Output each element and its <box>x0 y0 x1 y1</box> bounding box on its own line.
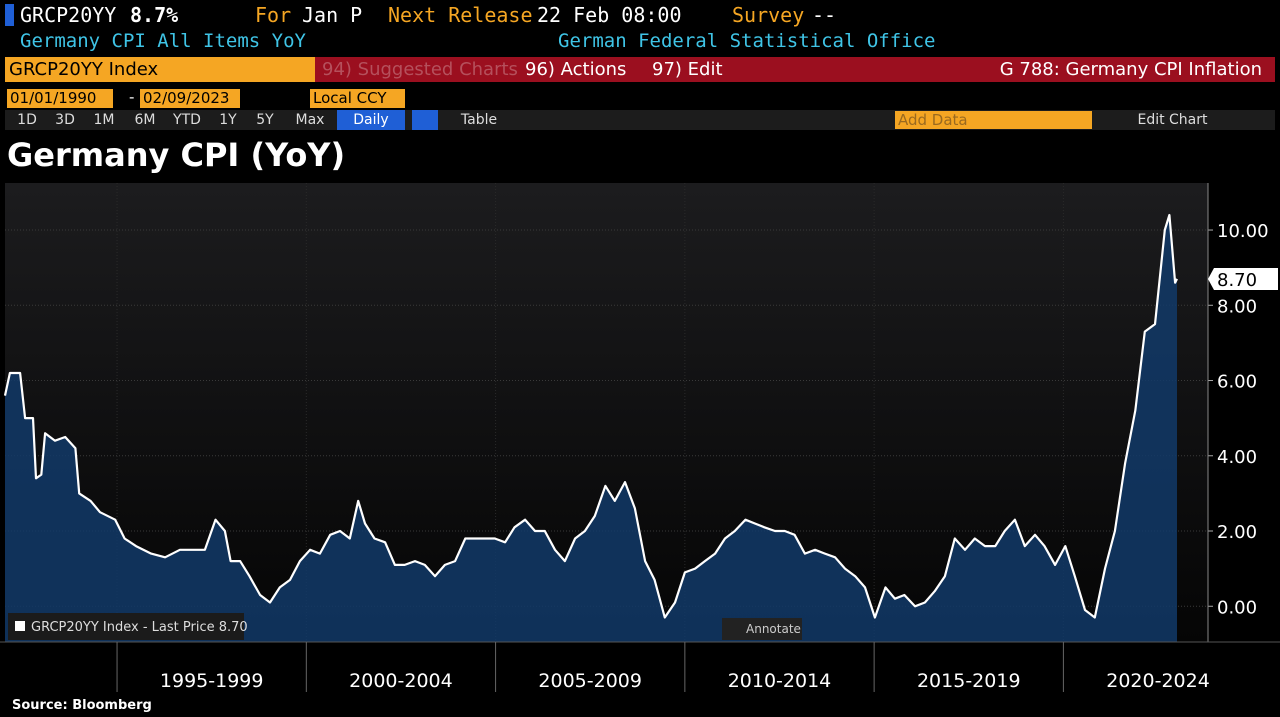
annotate-button[interactable] <box>722 618 802 640</box>
ticker: GRCP20YY <box>20 3 117 27</box>
release-label: Next Release <box>388 3 533 27</box>
last-price-label: 8.70 <box>1217 270 1257 291</box>
range-button[interactable]: 1Y <box>219 112 237 128</box>
area <box>5 215 1177 642</box>
table[interactable]: Table <box>460 112 498 128</box>
range-button[interactable]: 1D <box>17 112 37 128</box>
survey-label: Survey <box>732 3 805 27</box>
start-date[interactable]: 01/01/1990 <box>7 89 113 108</box>
end-date[interactable]: 02/09/2023 <box>140 89 240 108</box>
x-tick-label: 2000-2004 <box>349 670 453 692</box>
y-tick-label: 6.00 <box>1217 372 1257 393</box>
release-value: 22 Feb 08:00 <box>537 3 682 27</box>
function: G 788: Germany CPI Inflation <box>999 59 1262 80</box>
source: Source: Bloomberg <box>12 698 152 713</box>
legend-box <box>8 613 244 640</box>
marker <box>5 4 14 26</box>
x-tick-label: 2015-2019 <box>917 670 1021 692</box>
suggested[interactable]: 94) Suggested Charts <box>322 59 518 80</box>
y-tick-label: 0.00 <box>1217 597 1257 618</box>
annotate-label[interactable]: Annotate <box>746 622 801 636</box>
for-label: For <box>255 3 292 27</box>
frequency[interactable]: Daily <box>337 110 405 130</box>
for-value: Jan P <box>302 3 363 27</box>
edit[interactable]: 97) Edit <box>652 59 723 80</box>
y-tick-label: 8.00 <box>1217 296 1257 317</box>
x-tick-label: 2020-2024 <box>1106 670 1210 692</box>
y-tick-label: 2.00 <box>1217 522 1257 543</box>
security[interactable]: GRCP20YY Index <box>5 57 315 82</box>
y-tick-label: 10.00 <box>1217 221 1269 242</box>
survey-value: -- <box>812 3 837 27</box>
last: 8.7% <box>130 3 179 27</box>
range-button[interactable]: 1M <box>93 112 115 128</box>
chart-type[interactable] <box>412 110 438 130</box>
x-tick-label: 1995-1999 <box>160 670 264 692</box>
x-tick-label: 2005-2009 <box>538 670 642 692</box>
actions[interactable]: 96) Actions <box>525 59 627 80</box>
last-price-tag <box>1208 267 1278 290</box>
add-data[interactable]: Add Data <box>895 111 1092 129</box>
legend-label: GRCP20YY Index - Last Price 8.70 <box>31 620 248 635</box>
x-tick-label: 2010-2014 <box>728 670 832 692</box>
range-button[interactable]: 5Y <box>256 112 274 128</box>
legend-swatch <box>15 621 25 631</box>
range-button[interactable]: YTD <box>173 112 201 128</box>
description: Germany CPI All Items YoY <box>20 30 306 52</box>
range-button[interactable]: 6M <box>134 112 156 128</box>
agency: German Federal Statistical Office <box>558 30 936 52</box>
range-button[interactable]: Max <box>295 112 325 128</box>
dash: - <box>129 88 135 106</box>
line <box>3 213 1178 619</box>
chart-title: Germany CPI (YoY) <box>7 136 346 174</box>
currency[interactable]: Local CCY <box>310 89 405 108</box>
range-button[interactable]: 3D <box>55 112 75 128</box>
y-tick-label: 4.00 <box>1217 447 1257 468</box>
edit-chart[interactable]: Edit Chart <box>1137 112 1208 128</box>
